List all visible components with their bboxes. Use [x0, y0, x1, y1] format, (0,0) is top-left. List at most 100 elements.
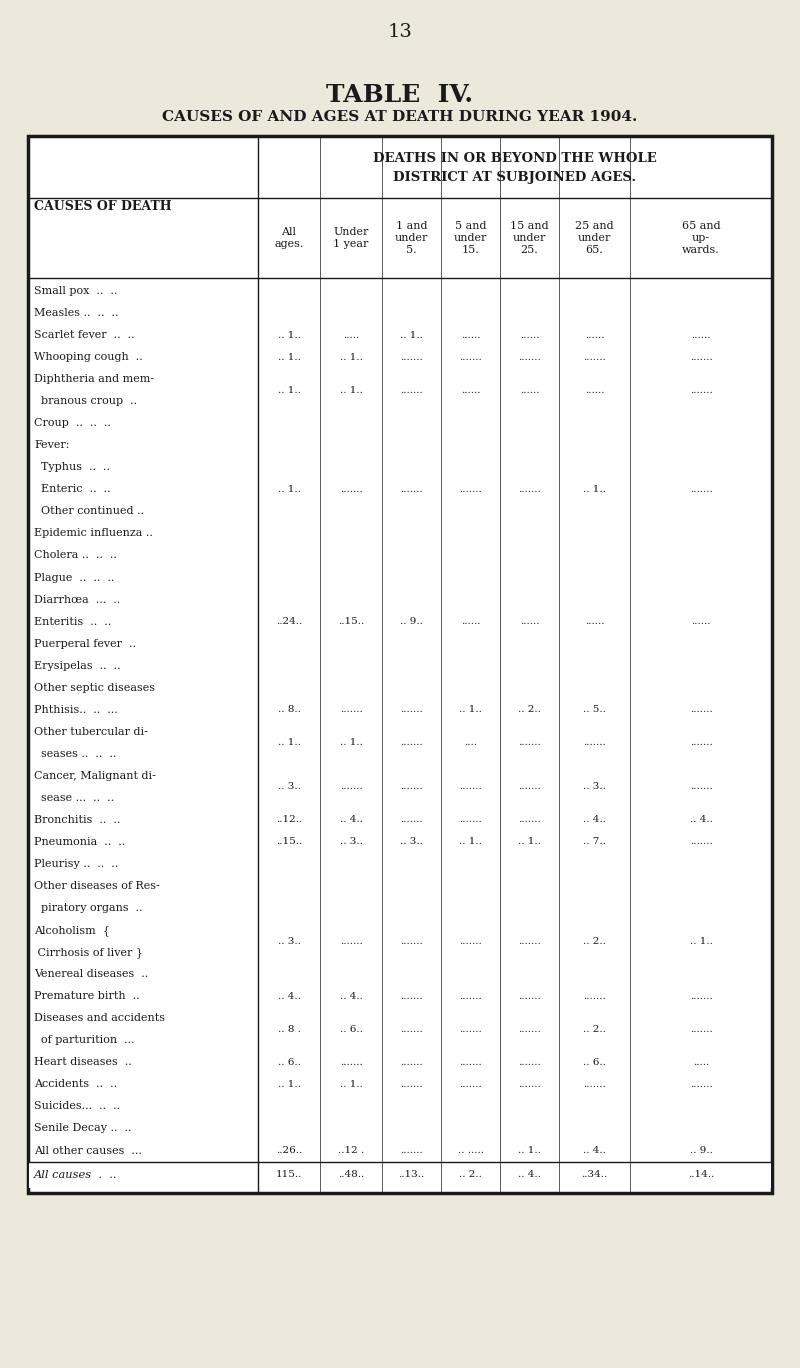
Text: .. 2..: .. 2.. [459, 1170, 482, 1179]
Text: .. 1..: .. 1.. [278, 484, 301, 494]
Text: .. 1..: .. 1.. [518, 1146, 541, 1155]
Text: ..14..: ..14.. [688, 1170, 714, 1179]
Text: .......: ....... [400, 353, 423, 361]
Text: ....: .... [464, 739, 477, 747]
Bar [28, 135, 772, 1193]
Text: .......: ....... [400, 706, 423, 714]
Text: Pleurisy ..  ..  ..: Pleurisy .. .. .. [34, 859, 118, 869]
Text: .......: ....... [459, 1079, 482, 1089]
Text: .. 1..: .. 1.. [278, 386, 301, 395]
Text: .......: ....... [518, 353, 541, 361]
Text: 65 and
up-
wards.: 65 and up- wards. [682, 220, 720, 256]
Text: .......: ....... [459, 992, 482, 1001]
Text: .. 9..: .. 9.. [400, 617, 423, 627]
Text: All
ages.: All ages. [274, 227, 304, 249]
Text: .. 2..: .. 2.. [518, 706, 541, 714]
Text: ......: ...... [691, 617, 710, 627]
Text: ..12..: ..12.. [276, 815, 302, 825]
Text: Bronchitis  ..  ..: Bronchitis .. .. [34, 815, 120, 825]
Text: .......: ....... [459, 815, 482, 825]
Text: ......: ...... [585, 331, 604, 339]
Text: ..12 .: ..12 . [338, 1146, 364, 1155]
Text: .......: ....... [690, 484, 712, 494]
Text: ......: ...... [691, 331, 710, 339]
Text: .......: ....... [459, 782, 482, 792]
Text: 1 and
under
5.: 1 and under 5. [395, 220, 428, 256]
Text: .. 4..: .. 4.. [690, 815, 713, 825]
Text: .......: ....... [583, 1079, 606, 1089]
Text: Epidemic influenza ..: Epidemic influenza .. [34, 528, 153, 539]
Text: .......: ....... [340, 1057, 362, 1067]
Text: .. 1..: .. 1.. [278, 331, 301, 339]
Text: .......: ....... [518, 782, 541, 792]
Text: .......: ....... [400, 937, 423, 945]
Text: .......: ....... [518, 1057, 541, 1067]
Text: .. 3..: .. 3.. [278, 937, 301, 945]
Text: TABLE  IV.: TABLE IV. [326, 83, 474, 107]
Text: ......: ...... [520, 617, 539, 627]
Text: 15 and
under
25.: 15 and under 25. [510, 220, 549, 256]
Text: ..15..: ..15.. [276, 837, 302, 847]
Text: .. 3..: .. 3.. [583, 782, 606, 792]
Text: of parturition  ...: of parturition ... [34, 1036, 134, 1045]
Text: DISTRICT AT SUBJOINED AGES.: DISTRICT AT SUBJOINED AGES. [394, 171, 637, 183]
Text: All other causes  ...: All other causes ... [34, 1145, 142, 1156]
Text: Pneumonia  ..  ..: Pneumonia .. .. [34, 837, 126, 847]
Text: sease ...  ..  ..: sease ... .. .. [34, 793, 114, 803]
Text: .. 1..: .. 1.. [339, 353, 362, 361]
Text: .......: ....... [340, 937, 362, 945]
Text: .......: ....... [690, 782, 712, 792]
Text: .....: ..... [693, 1057, 709, 1067]
Text: .. .....: .. ..... [458, 1146, 483, 1155]
Text: Whooping cough  ..: Whooping cough .. [34, 352, 142, 363]
Text: CAUSES OF AND AGES AT DEATH DURING YEAR 1904.: CAUSES OF AND AGES AT DEATH DURING YEAR … [162, 109, 638, 124]
Text: .. 1..: .. 1.. [339, 739, 362, 747]
Text: Fever:: Fever: [34, 440, 70, 450]
Text: .......: ....... [518, 937, 541, 945]
Text: .......: ....... [400, 739, 423, 747]
Text: .. 1..: .. 1.. [518, 837, 541, 847]
Text: Scarlet fever  ..  ..: Scarlet fever .. .. [34, 330, 134, 341]
Text: .. 1..: .. 1.. [339, 386, 362, 395]
Text: Diarrhœa  ...  ..: Diarrhœa ... .. [34, 595, 120, 605]
Text: .......: ....... [690, 1079, 712, 1089]
Text: piratory organs  ..: piratory organs .. [34, 903, 142, 912]
Text: .......: ....... [518, 1025, 541, 1034]
Text: ......: ...... [585, 617, 604, 627]
Text: .. 9..: .. 9.. [690, 1146, 713, 1155]
Text: .......: ....... [583, 353, 606, 361]
Text: All causes  .  ..: All causes . .. [34, 1170, 118, 1179]
Text: .......: ....... [518, 484, 541, 494]
Text: .. 5..: .. 5.. [583, 706, 606, 714]
Text: .. 6..: .. 6.. [339, 1025, 362, 1034]
Text: .. 1..: .. 1.. [400, 331, 423, 339]
Text: .......: ....... [518, 739, 541, 747]
Text: 25 and
under
65.: 25 and under 65. [575, 220, 614, 256]
Text: ..13..: ..13.. [398, 1170, 425, 1179]
Text: Premature birth  ..: Premature birth .. [34, 992, 140, 1001]
Text: Small pox  ..  ..: Small pox .. .. [34, 286, 118, 295]
Text: .. 1..: .. 1.. [278, 739, 301, 747]
Text: .. 6..: .. 6.. [583, 1057, 606, 1067]
Text: Croup  ..  ..  ..: Croup .. .. .. [34, 419, 111, 428]
Text: .......: ....... [518, 815, 541, 825]
Text: seases ..  ..  ..: seases .. .. .. [34, 748, 116, 759]
Text: CAUSES OF DEATH: CAUSES OF DEATH [34, 201, 172, 213]
Text: .......: ....... [400, 1025, 423, 1034]
Text: Other tubercular di-: Other tubercular di- [34, 726, 148, 737]
Text: .. 4..: .. 4.. [583, 1146, 606, 1155]
Text: Other diseases of Res-: Other diseases of Res- [34, 881, 160, 891]
Text: Erysipelas  ..  ..: Erysipelas .. .. [34, 661, 121, 670]
Text: .......: ....... [690, 386, 712, 395]
Text: Diseases and accidents: Diseases and accidents [34, 1014, 165, 1023]
Text: .. 4..: .. 4.. [518, 1170, 541, 1179]
Text: .. 2..: .. 2.. [583, 1025, 606, 1034]
Text: .. 3..: .. 3.. [400, 837, 423, 847]
Text: .......: ....... [690, 1025, 712, 1034]
Text: Other septic diseases: Other septic diseases [34, 683, 155, 692]
Text: .......: ....... [690, 837, 712, 847]
Text: .......: ....... [400, 815, 423, 825]
Text: Venereal diseases  ..: Venereal diseases .. [34, 969, 148, 979]
Text: branous croup  ..: branous croup .. [34, 397, 137, 406]
Text: .. 1..: .. 1.. [459, 706, 482, 714]
